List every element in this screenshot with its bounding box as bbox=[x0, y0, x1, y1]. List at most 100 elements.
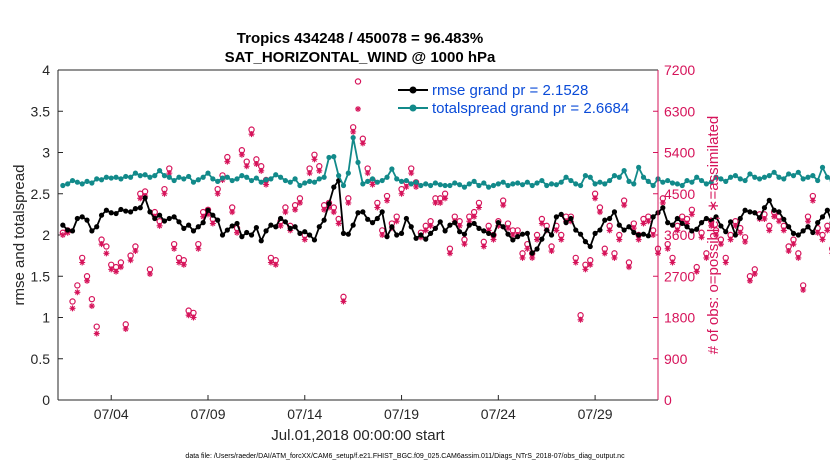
series-lines bbox=[60, 135, 830, 256]
obs-assimilated-marker bbox=[703, 254, 710, 261]
spread-point bbox=[384, 174, 390, 180]
obs-assimilated-marker bbox=[301, 236, 308, 243]
obs-assimilated-marker bbox=[214, 190, 221, 197]
spread-point bbox=[737, 176, 743, 182]
spread-point bbox=[607, 177, 613, 184]
rmse-point bbox=[152, 215, 158, 222]
spread-point bbox=[529, 182, 535, 189]
obs-assimilated-marker bbox=[684, 220, 691, 227]
spread-point bbox=[427, 182, 434, 189]
spread-point bbox=[302, 180, 308, 186]
obs-assimilated-marker bbox=[582, 266, 589, 273]
spread-point bbox=[577, 182, 584, 189]
spread-point bbox=[98, 177, 105, 183]
spread-point bbox=[360, 181, 366, 187]
rmse-point bbox=[757, 215, 763, 221]
spread-point bbox=[127, 174, 134, 180]
spread-point bbox=[665, 177, 671, 184]
spread-point bbox=[587, 174, 593, 180]
rmse-point bbox=[505, 231, 511, 237]
obs-assimilated-marker bbox=[432, 199, 439, 206]
spread-point bbox=[718, 176, 724, 182]
spread-point bbox=[452, 180, 458, 186]
obs-assimilated-marker bbox=[596, 209, 603, 216]
obs-assimilated-marker bbox=[321, 206, 328, 213]
obs-assimilated-marker bbox=[572, 259, 579, 266]
obs-assimilated-marker bbox=[625, 264, 632, 271]
obs-assimilated-marker bbox=[805, 218, 811, 225]
spread-point bbox=[732, 173, 739, 179]
spread-point bbox=[669, 180, 676, 186]
rmse-point bbox=[60, 222, 66, 228]
obs-assimilated-marker bbox=[664, 245, 671, 252]
y-tick-label: 3.5 bbox=[31, 103, 51, 119]
rmse-point bbox=[766, 197, 772, 203]
spread-point bbox=[239, 173, 245, 179]
spread-point bbox=[781, 176, 787, 182]
obs-assimilated-marker bbox=[369, 181, 376, 188]
rmse-point bbox=[219, 232, 226, 238]
rmse-point bbox=[224, 227, 230, 233]
rmse-point bbox=[350, 222, 356, 228]
obs-assimilated-marker bbox=[59, 232, 66, 238]
spread-point bbox=[263, 177, 269, 183]
spread-point bbox=[476, 182, 482, 189]
spread-point bbox=[331, 154, 337, 160]
plot-area bbox=[58, 70, 658, 400]
spread-point bbox=[708, 179, 714, 185]
rmse-point bbox=[703, 215, 709, 222]
rmse-point bbox=[65, 227, 71, 233]
rmse-point bbox=[747, 209, 753, 215]
obs-assimilated-marker bbox=[713, 232, 720, 238]
spread-point bbox=[287, 179, 293, 185]
obs-assimilated-marker bbox=[669, 259, 676, 266]
obs-assimilated-marker bbox=[93, 330, 100, 337]
rmse-point bbox=[616, 222, 622, 228]
rmse-point bbox=[457, 229, 463, 235]
obs-assimilated-marker bbox=[674, 227, 681, 234]
spread-point bbox=[142, 172, 148, 178]
spread-point bbox=[597, 179, 603, 185]
spread-point bbox=[766, 173, 772, 179]
obs-assimilated-marker bbox=[650, 232, 657, 238]
obs-assimilated-marker bbox=[534, 236, 541, 243]
spread-point bbox=[723, 178, 729, 184]
rmse-point bbox=[331, 184, 337, 190]
spread-point bbox=[355, 159, 361, 165]
spread-point bbox=[510, 181, 516, 187]
spread-point bbox=[631, 181, 637, 187]
rmse-point bbox=[650, 214, 656, 220]
obs-assimilated-marker bbox=[601, 250, 608, 257]
rmse-point bbox=[447, 222, 453, 228]
spread-point bbox=[408, 181, 414, 187]
left-y-axis: 0 0.5 1 1.5 2 2.5 3 3.5 4 bbox=[31, 62, 63, 408]
obs-assimilated-marker bbox=[698, 234, 705, 241]
obs-assimilated-marker bbox=[761, 215, 768, 222]
rmse-point bbox=[553, 214, 559, 220]
spread-point bbox=[224, 174, 230, 180]
rmse-point bbox=[524, 230, 530, 236]
spread-point bbox=[558, 179, 564, 185]
spread-point bbox=[74, 179, 80, 185]
spread-point bbox=[747, 171, 753, 177]
rmse-point bbox=[127, 209, 134, 215]
spread-point bbox=[776, 174, 782, 180]
obs-assimilated-marker bbox=[238, 151, 245, 158]
spread-point bbox=[573, 181, 579, 187]
obs-assimilated-marker bbox=[809, 197, 816, 204]
rmse-point bbox=[815, 220, 821, 226]
spread-point bbox=[437, 182, 443, 188]
obs-assimilated-marker bbox=[205, 211, 211, 218]
spread-point bbox=[418, 182, 424, 189]
obs-assimilated-marker bbox=[325, 204, 332, 211]
spread-point bbox=[234, 176, 240, 182]
obs-assimilated-marker bbox=[209, 220, 216, 227]
obs-assimilated-marker bbox=[800, 287, 807, 293]
obs-possible-marker bbox=[74, 282, 81, 289]
spread-point bbox=[398, 178, 405, 184]
obs-assimilated-marker bbox=[175, 259, 182, 266]
rmse-point bbox=[403, 215, 409, 222]
obs-assimilated-marker bbox=[277, 222, 284, 229]
spread-point bbox=[345, 170, 351, 176]
spread-point bbox=[350, 135, 356, 141]
